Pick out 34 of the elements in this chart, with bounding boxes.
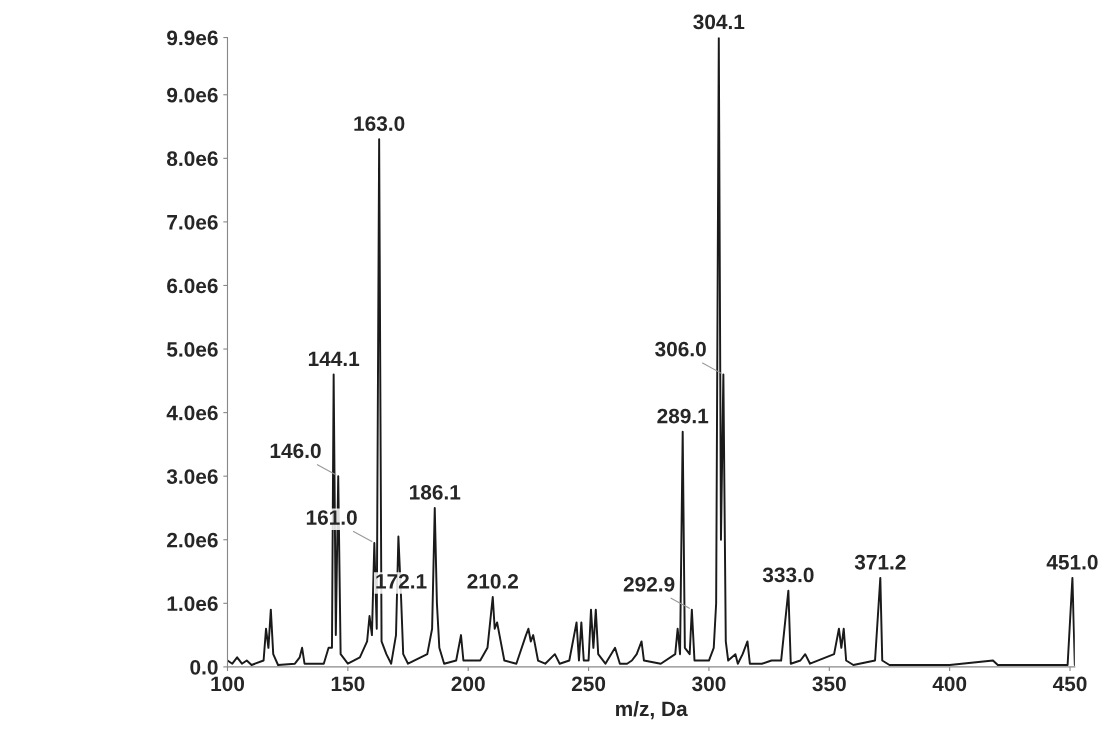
x-tick-label: 250: [571, 676, 606, 692]
y-tick-label: 8.0e6: [167, 151, 218, 167]
annotation: 163.0: [354, 116, 405, 132]
annotation: 371.2: [854, 554, 906, 570]
annotation: 144.1: [308, 351, 360, 366]
y-tick-label: 9.0e6: [167, 87, 218, 103]
x-tick-label: 150: [331, 676, 365, 692]
x-axis-title: m/z, Da: [616, 700, 688, 720]
annotation: 210.2: [467, 573, 518, 589]
y-tick-label: 2.0e6: [167, 532, 218, 548]
x-tick-label: 400: [932, 676, 967, 692]
x-tick-label: 300: [692, 676, 726, 692]
annotation: 306.0: [655, 341, 706, 357]
annotation: 186.1: [410, 484, 461, 500]
annotation: 292.9: [623, 576, 675, 592]
annotation: 289.1: [657, 408, 709, 424]
annotation: 304.1: [693, 14, 745, 30]
y-tick-label: 4.0e6: [166, 405, 218, 421]
annotation: 451.0: [1046, 554, 1098, 570]
y-tick-label: 6.0e6: [167, 278, 218, 294]
x-tick-label: 200: [451, 676, 485, 692]
x-tick-label: 450: [1052, 676, 1087, 692]
annotation: 161.0: [306, 510, 357, 525]
y-tick-label: 5.0e6: [166, 342, 218, 357]
y-tick-label: 7.0e6: [167, 214, 218, 230]
y-tick-label: 1.0e6: [167, 596, 218, 612]
annotation: 333.0: [762, 567, 814, 583]
y-tick-label: 0.0: [190, 659, 218, 675]
y-tick-label: 3.0e6: [166, 469, 218, 484]
annotation: 172.1: [376, 573, 427, 589]
x-tick-label: 100: [211, 676, 245, 692]
annotation: 146.0: [270, 443, 321, 459]
x-tick-label: 350: [812, 676, 846, 692]
y-tick-label: 9.9e6: [167, 30, 218, 46]
